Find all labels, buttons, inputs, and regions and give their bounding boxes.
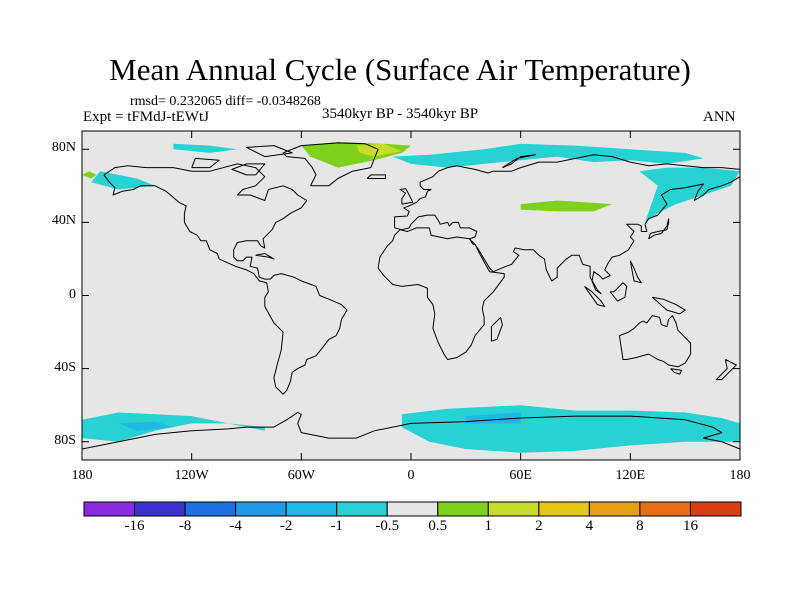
- colorbar-swatch-5: [336, 501, 388, 517]
- anomaly-region-11: [82, 171, 97, 179]
- coastlines: [81, 142, 741, 450]
- coastline-7: [648, 218, 670, 240]
- x-tick-label: 60W: [287, 468, 315, 483]
- colorbar-label: -0.5: [375, 518, 400, 534]
- colorbar-label: 4: [585, 518, 594, 534]
- anomaly-regions: [82, 142, 740, 453]
- anomaly-region-7: [91, 171, 156, 190]
- colorbar-label: 2: [535, 518, 543, 534]
- colorbar-swatch-2: [184, 501, 237, 517]
- axis-ticks: [81, 131, 741, 460]
- coastline-18: [246, 145, 293, 158]
- colorbar: [83, 501, 742, 517]
- anomaly-region-5: [392, 143, 704, 168]
- x-tick-label: 60E: [509, 468, 532, 483]
- coastline-19: [629, 260, 642, 284]
- colorbar-label: -1: [330, 518, 343, 534]
- chart-title: Mean Annual Cycle (Surface Air Temperatu…: [109, 52, 691, 87]
- y-tick-label: 80N: [51, 140, 76, 156]
- colorbar-label: 8: [636, 518, 644, 534]
- x-tick-label: 0: [407, 468, 415, 483]
- colorbar-label: -4: [229, 518, 242, 534]
- coastline-14: [191, 157, 220, 169]
- coastline-11: [651, 296, 686, 315]
- colorbar-swatch-3: [235, 501, 287, 517]
- colorbar-label: -2: [279, 518, 293, 534]
- colorbar-label: -8: [178, 518, 192, 534]
- colorbar-swatch-11: [639, 501, 691, 517]
- coastline-17: [502, 154, 536, 169]
- colorbar-swatch-12: [689, 501, 742, 517]
- coastline-1: [282, 142, 379, 187]
- coastline-8: [490, 316, 503, 342]
- coastline-9: [584, 285, 606, 307]
- season-label: ANN: [703, 109, 736, 125]
- colorbar-swatch-10: [588, 501, 641, 517]
- y-tick-label: 40N: [51, 213, 76, 229]
- experiment-label: Expt = tFMdJ-tEWtJ: [83, 109, 209, 125]
- coastline-13: [231, 163, 266, 176]
- colorbar-label: -16: [124, 518, 145, 534]
- anomaly-region-6: [639, 167, 740, 223]
- coastline-12: [715, 359, 737, 381]
- colorbar-swatch-1: [134, 501, 186, 517]
- coastline-2: [377, 227, 505, 360]
- y-tick-label: 40S: [54, 359, 76, 375]
- stats-text: rmsd= 0.232065 diff= -0.0348268: [130, 94, 321, 109]
- colorbar-swatch-6: [386, 501, 439, 517]
- anomaly-region-10: [520, 200, 613, 212]
- coastline-5: [81, 412, 741, 450]
- colorbar-swatch-0: [83, 501, 136, 517]
- colorbar-label: 1: [484, 518, 493, 534]
- colorbar-label: 0.5: [428, 518, 448, 534]
- coastline-10: [609, 282, 628, 302]
- anomaly-region-2: [118, 421, 174, 431]
- coastline-6: [399, 188, 414, 205]
- colorbar-swatch-9: [538, 501, 590, 517]
- coastline-15: [255, 253, 275, 260]
- coastline-16: [366, 174, 386, 179]
- x-tick-label: 120E: [615, 468, 646, 483]
- anomaly-region-9: [356, 143, 402, 157]
- coastline-20: [670, 368, 682, 375]
- coastline-0: [103, 163, 348, 395]
- anomaly-region-4: [173, 143, 238, 153]
- x-tick-label: 120W: [174, 468, 209, 483]
- anomaly-region-0: [82, 412, 265, 442]
- y-tick-label: 80S: [54, 432, 76, 448]
- x-tick-label: 180: [729, 468, 751, 483]
- colorbar-label: 16: [682, 518, 698, 534]
- map-background: [82, 131, 740, 460]
- coastline-4: [618, 315, 692, 368]
- x-tick-label: 180: [71, 468, 93, 483]
- colorbar-swatch-7: [437, 501, 489, 517]
- coastline-3: [394, 154, 741, 295]
- y-tick-label: 0: [69, 286, 76, 302]
- colorbar-swatch-8: [487, 501, 540, 517]
- colorbar-swatch-4: [285, 501, 338, 517]
- period-label: 3540kyr BP - 3540kyr BP: [322, 106, 479, 122]
